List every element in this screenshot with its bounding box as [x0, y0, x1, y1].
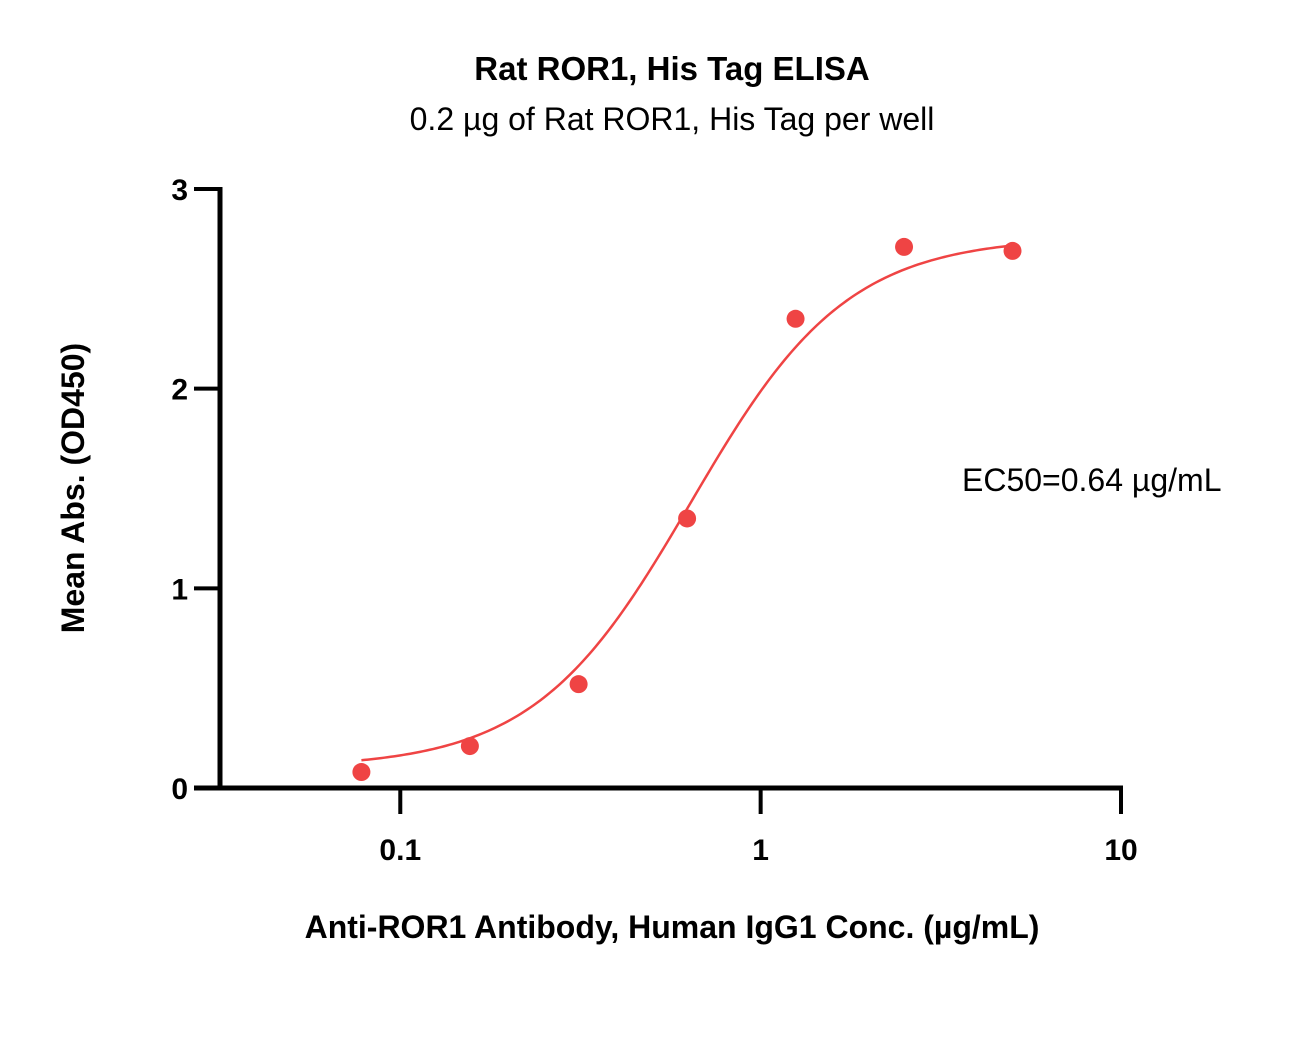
y-tick-label: 2: [171, 374, 188, 407]
x-axis: 0.1 1 10: [194, 785, 1138, 867]
data-point: [1003, 241, 1022, 260]
data-point: [895, 237, 914, 256]
data-points-layer: [352, 237, 1022, 782]
data-point: [352, 763, 371, 782]
y-tick-label: 1: [171, 573, 188, 606]
fit-curve: [361, 244, 1013, 762]
y-tick-label: 3: [171, 174, 188, 207]
x-tick-label: 10: [1104, 834, 1137, 867]
y-axis-label: Mean Abs. (OD450): [55, 343, 91, 633]
data-point: [460, 737, 479, 756]
x-tick-label: 0.1: [379, 834, 421, 867]
x-tick-label: 1: [752, 834, 769, 867]
y-axis: 0 1 2 3: [171, 174, 223, 806]
data-point: [678, 509, 697, 528]
ec50-annotation: EC50=0.64 µg/mL: [962, 462, 1221, 498]
data-point: [786, 309, 805, 328]
chart-title: Rat ROR1, His Tag ELISA: [474, 50, 869, 87]
x-axis-label: Anti-ROR1 Antibody, Human IgG1 Conc. (µg…: [305, 909, 1040, 945]
y-tick-label: 0: [171, 773, 188, 806]
chart-subtitle: 0.2 µg of Rat ROR1, His Tag per well: [410, 101, 935, 137]
fit-curve-layer: [361, 244, 1013, 762]
data-point: [569, 675, 588, 694]
